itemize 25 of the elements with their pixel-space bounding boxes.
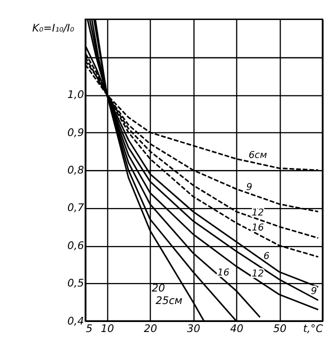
x-tick-label: 50 <box>273 322 287 335</box>
annotation: 9 <box>310 286 317 298</box>
annotation: 9 <box>246 182 252 193</box>
annotation: 6см <box>248 150 268 161</box>
x-tick-label: 40 <box>230 322 244 335</box>
y-tick-label: 0,5 <box>67 278 84 290</box>
x-tick-label: 20 <box>144 322 158 335</box>
annotation: 12 <box>252 207 264 218</box>
annotation: 12 <box>252 268 264 280</box>
y-tick-label: 0,6 <box>67 240 84 252</box>
x-tick-label: 30 <box>187 322 201 335</box>
x-tick-label: 5 <box>86 322 93 335</box>
x-tick-label: 10 <box>100 322 114 335</box>
y-axis-title: K₀=I₁₀/I₀ <box>32 22 76 35</box>
y-tick-label: 0,7 <box>67 202 84 214</box>
y-tick-label: 1,0 <box>67 89 84 102</box>
annotation: 16 <box>252 222 264 234</box>
x-tick-label: t,°C <box>303 322 324 335</box>
annotation: 6 <box>263 251 270 262</box>
y-tick-label: 0,4 <box>67 315 84 328</box>
y-tick-label: 0,9 <box>67 126 84 139</box>
y-tick-label: 0,8 <box>67 164 84 176</box>
annotation: 16 <box>217 268 230 279</box>
annotation: 25см <box>156 294 183 307</box>
annotation: 20 <box>152 282 166 295</box>
